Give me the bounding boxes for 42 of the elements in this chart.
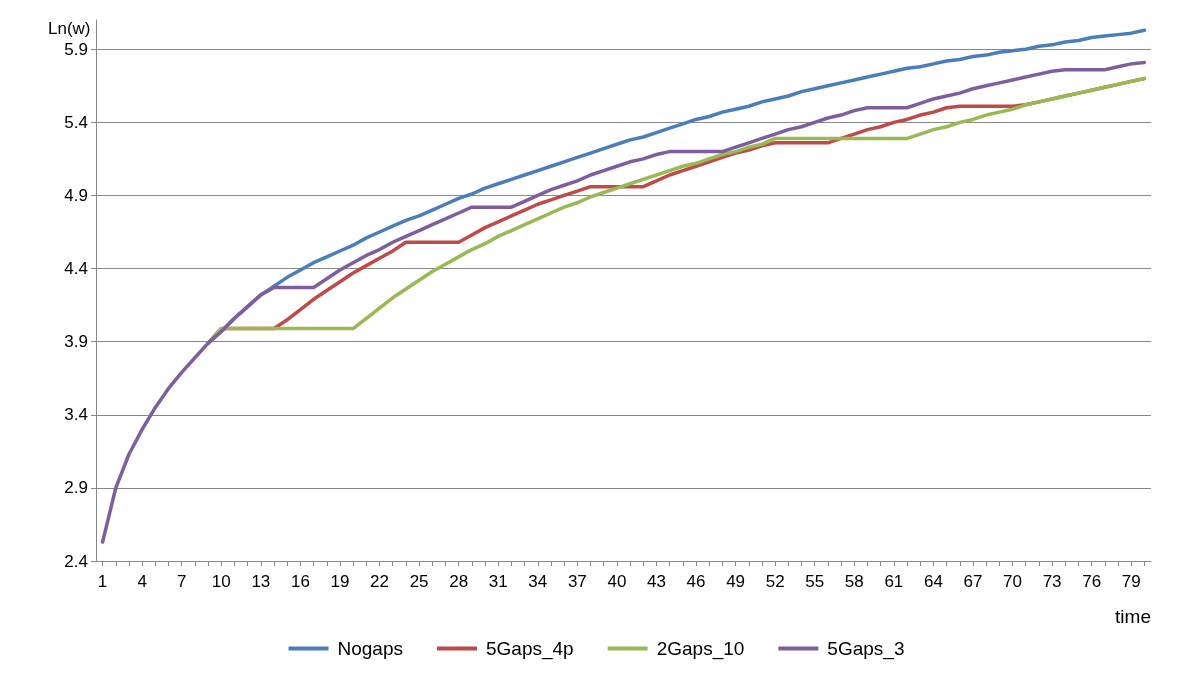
x-tick-label: 10 <box>211 572 231 591</box>
x-tick-label: 37 <box>567 572 587 591</box>
x-tick-label: 1 <box>97 572 108 591</box>
x-tick-label: 67 <box>963 572 983 591</box>
y-tick-label: 4.9 <box>64 185 88 205</box>
x-tick-label: 22 <box>370 572 389 591</box>
x-tick-label: 46 <box>686 572 706 591</box>
x-axis-title: time <box>1115 606 1151 627</box>
x-tick-label: 49 <box>726 572 746 591</box>
y-tick-label: 3.4 <box>64 405 88 425</box>
legend-label: 5Gaps_4p <box>486 638 574 660</box>
x-tick-label: 13 <box>251 572 271 591</box>
x-tick-label: 55 <box>805 572 825 591</box>
line-series <box>100 60 1147 544</box>
x-tick-label: 28 <box>449 572 469 591</box>
x-tick-label: 52 <box>765 572 785 591</box>
x-tick-label: 64 <box>923 572 943 591</box>
legend-label: Nogaps <box>337 638 404 659</box>
x-tick-label: 61 <box>884 572 904 591</box>
y-tick-label: 3.9 <box>64 332 88 352</box>
y-tick-label: 5.4 <box>64 112 88 132</box>
y-tick-label: 2.9 <box>64 478 88 498</box>
x-tick-label: 19 <box>330 572 350 591</box>
y-axis-title: Ln(w) <box>48 19 91 38</box>
x-tick-label: 16 <box>290 572 310 591</box>
x-tick-label: 40 <box>607 572 627 591</box>
x-tick-label: 7 <box>176 572 187 591</box>
x-tick-label: 31 <box>488 572 508 591</box>
x-tick-label: 76 <box>1082 572 1102 591</box>
y-tick-label: 4.4 <box>64 259 88 279</box>
x-tick-label: 79 <box>1121 572 1141 591</box>
y-tick-label: 2.4 <box>64 551 88 571</box>
y-tick-label: 5.9 <box>64 39 88 59</box>
x-tick-label: 73 <box>1042 572 1062 591</box>
x-tick-label: 4 <box>137 572 147 591</box>
legend-label: 2Gaps_10 <box>656 638 745 660</box>
x-tick-label: 43 <box>647 572 666 591</box>
x-tick-label: 25 <box>409 572 429 591</box>
x-tick-label: 34 <box>528 572 548 591</box>
x-tick-label: 70 <box>1003 572 1022 591</box>
legend-label: 5Gaps_3 <box>827 638 905 660</box>
x-tick-label: 58 <box>844 572 864 591</box>
